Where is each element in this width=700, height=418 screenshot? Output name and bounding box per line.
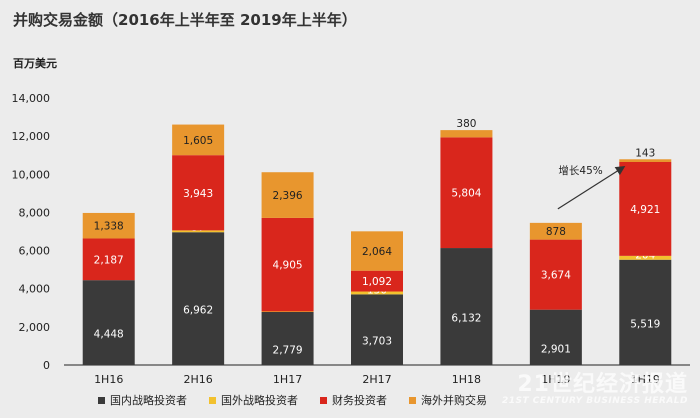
x-tick-label: 1H17: [273, 373, 302, 386]
chart-legend: 国内战略投资者 国外战略投资者 财务投资者 海外并购交易: [98, 392, 487, 408]
bar-segment: [172, 230, 225, 233]
bar-segment: [619, 255, 672, 260]
data-label: 1,605: [183, 135, 213, 147]
legend-label-domestic: 国内战略投资者: [110, 394, 187, 407]
data-label: 6,962: [183, 305, 213, 317]
data-label: 878: [546, 226, 566, 238]
data-label: 380: [456, 118, 476, 130]
bar-segment: [172, 124, 225, 156]
x-tick-label: 2H17: [362, 373, 391, 386]
y-tick-label: 0: [43, 359, 50, 372]
legend-item-financial: 财务投资者: [320, 392, 387, 408]
data-label: 4,921: [630, 204, 660, 216]
bar-segment: [351, 231, 403, 271]
x-tick-label: 1H16: [94, 373, 123, 386]
bar-segment: [619, 259, 672, 365]
legend-item-overseas: 海外并购交易: [409, 392, 487, 408]
bar-segment: [82, 280, 135, 365]
bar-segment: [172, 232, 225, 365]
data-label: 3,943: [183, 188, 213, 200]
y-tick-label: 14,000: [12, 92, 51, 105]
growth-arrow: [557, 165, 626, 210]
data-label: 3,674: [541, 270, 571, 282]
bar-segment: [82, 212, 135, 239]
x-tick-label: 1H19: [541, 373, 570, 386]
legend-item-foreign: 国外战略投资者: [209, 392, 298, 408]
y-tick-label: 6,000: [19, 245, 51, 258]
bar-segment: [261, 312, 314, 365]
bar-segment: [261, 311, 314, 313]
bar-segment: [440, 137, 493, 249]
bar-segment: [261, 172, 314, 218]
bar-segment: [529, 222, 582, 240]
y-axis-unit: 百万美元: [13, 57, 57, 70]
legend-label-foreign: 国外战略投资者: [221, 394, 298, 407]
data-label: 2,064: [362, 246, 392, 258]
data-label: 5,804: [451, 188, 481, 200]
data-label: 143: [635, 147, 655, 159]
legend-item-domestic: 国内战略投资者: [98, 392, 187, 408]
data-label: 3,703: [362, 336, 392, 348]
legend-label-overseas: 海外并购交易: [421, 394, 487, 407]
legend-swatch-financial: [320, 396, 327, 404]
x-tick-label: 1H18: [452, 373, 481, 386]
bar-segment: [351, 270, 403, 292]
bar-segment: [529, 239, 582, 310]
y-tick-label: 12,000: [12, 130, 51, 143]
bar-segment: [261, 217, 314, 312]
y-tick-label: 10,000: [12, 168, 51, 181]
x-tick-label: 2H16: [184, 373, 213, 386]
bar-segment: [172, 155, 225, 231]
chart-title: 并购交易金额（2016年上半年至 2019年上半年）: [13, 11, 357, 29]
data-label: 4,448: [94, 329, 124, 341]
y-tick-label: 4,000: [19, 283, 51, 296]
data-label: 4,905: [273, 260, 303, 272]
x-tick-label: 1H19: [631, 373, 660, 386]
data-label: 5,519: [630, 318, 660, 330]
legend-swatch-foreign: [209, 396, 216, 404]
bar-segment: [529, 309, 582, 365]
data-label: 2,901: [541, 343, 571, 355]
legend-swatch-domestic: [98, 396, 105, 404]
legend-label-financial: 财务投资者: [332, 394, 387, 407]
data-label: 2,396: [273, 190, 303, 202]
bar-segment: [619, 159, 672, 163]
data-label: 2,779: [273, 345, 303, 357]
y-tick-label: 2,000: [19, 321, 51, 334]
data-label: 2,187: [94, 254, 124, 266]
bar-segment: [351, 291, 403, 295]
data-label: 6,132: [451, 313, 481, 325]
growth-annotation: 增长45%: [558, 164, 602, 177]
bar-segment: [82, 238, 135, 281]
bar-segment: [440, 130, 493, 138]
data-label: 1,092: [362, 276, 392, 288]
bar-segment: [440, 248, 493, 365]
bar-segment: [351, 294, 403, 365]
data-label: 1,338: [94, 221, 124, 233]
legend-swatch-overseas: [409, 396, 416, 404]
bar-segment: [619, 162, 672, 256]
y-tick-label: 8,000: [19, 206, 51, 219]
